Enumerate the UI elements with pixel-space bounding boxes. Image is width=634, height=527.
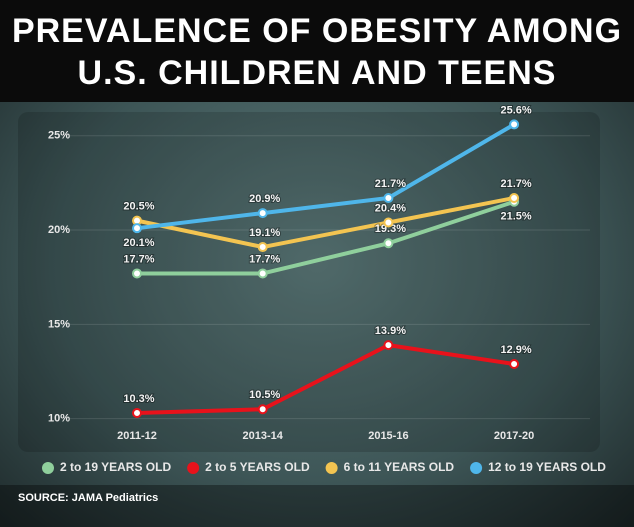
chart-title: PREVALENCE OF OBESITY AMONG [12,12,622,50]
chart-subtitle: U.S. CHILDREN AND TEENS [78,54,557,92]
data-point [509,358,520,369]
series-line [136,343,515,416]
legend-label: 2 to 19 YEARS OLD [60,460,171,474]
data-point [132,223,142,234]
data-label: 17.7% [123,253,154,265]
series-line [136,122,516,231]
data-point [383,192,394,203]
data-point [383,217,394,228]
data-point [383,340,394,351]
series-line [137,199,515,276]
data-point [257,268,268,279]
y-tick-label: 20% [48,224,70,236]
data-label: 21.7% [375,178,406,190]
title-band [0,0,634,102]
y-tick-label: 15% [48,318,70,330]
data-point [132,268,142,279]
x-tick-label: 2015-16 [368,430,408,442]
data-label: 12.9% [500,344,531,356]
series-line [136,196,515,250]
data-label: 21.5% [500,211,531,223]
data-label: 21.7% [500,178,531,190]
data-point [257,404,268,415]
data-label: 10.3% [123,393,154,405]
data-point [509,192,520,203]
legend-swatch [42,462,54,474]
data-point [257,242,268,253]
data-point [509,119,520,130]
y-tick-label: 25% [48,130,70,142]
data-label: 13.9% [375,325,406,337]
source: SOURCE: JAMA Pediatrics [18,492,158,504]
legend-swatch [325,462,338,474]
x-tick-label: 2011-12 [117,430,157,442]
legend-label: 6 to 11 YEARS OLD [344,460,455,474]
data-label: 17.7% [249,253,280,265]
data-label: 20.4% [375,202,406,214]
data-label: 19.1% [249,227,280,239]
footer-band [0,485,634,527]
data-point [132,408,142,419]
data-label: 19.3% [375,223,406,235]
plot-panel [18,112,600,452]
data-point [383,238,394,249]
legend-label: 2 to 5 YEARS OLD [205,460,310,474]
x-tick-label: 2013-14 [243,430,284,442]
y-tick-label: 10% [48,413,70,425]
data-point [257,208,268,219]
legend-swatch [470,462,483,474]
legend-swatch [187,462,200,474]
data-label: 20.5% [123,201,154,213]
legend-label: 12 to 19 YEARS OLD [488,460,606,474]
data-label: 10.5% [249,389,280,401]
data-label: 25.6% [500,104,531,116]
data-label: 20.1% [123,237,154,249]
x-tick-label: 2017-20 [494,430,534,442]
data-label: 20.9% [249,193,280,205]
